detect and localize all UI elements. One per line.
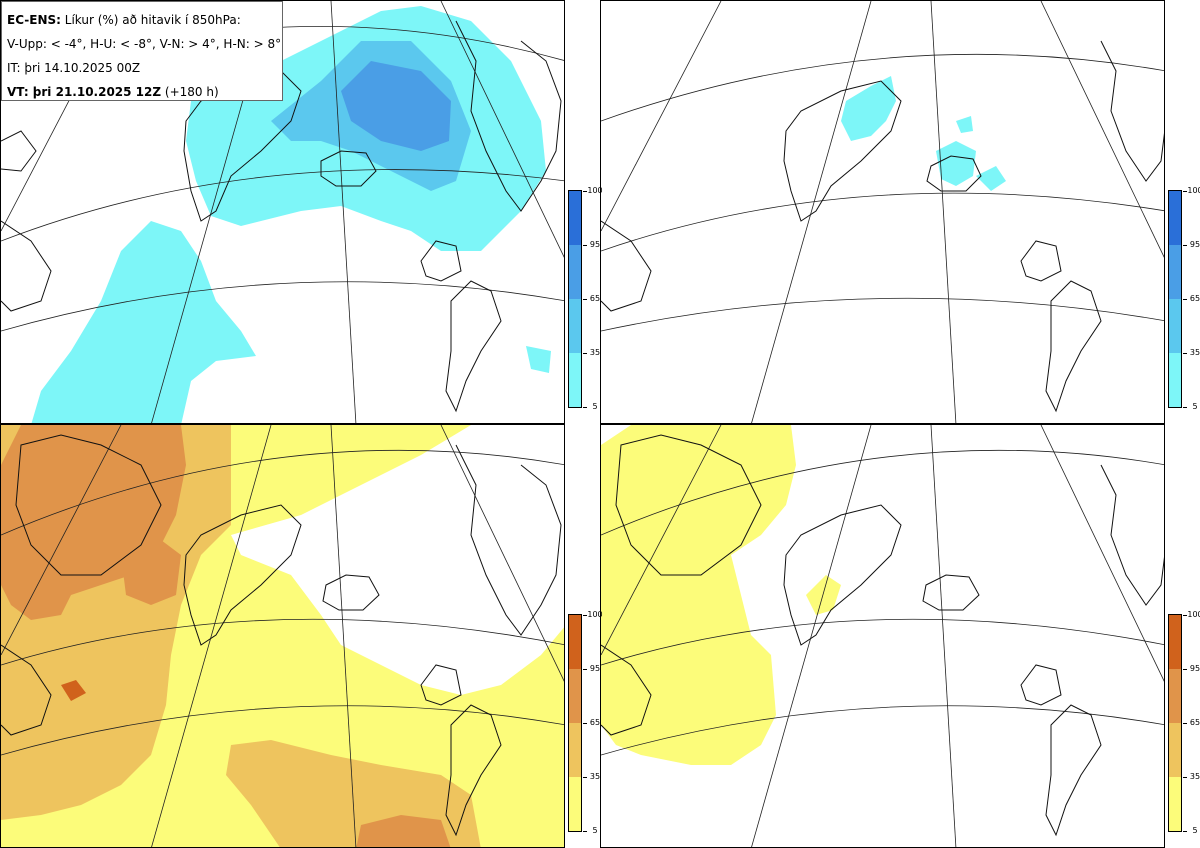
prob-field-5d bbox=[526, 346, 551, 373]
colorbar-tick-label: 100 bbox=[1187, 610, 1200, 619]
colorbar-segment bbox=[1169, 777, 1181, 831]
colorbar-tick bbox=[583, 723, 587, 724]
prob-field-5b bbox=[936, 141, 976, 186]
prob-field-65 bbox=[341, 61, 451, 151]
legend-line-3: IT: þri 14.10.2025 00Z bbox=[7, 61, 141, 75]
prob-field-5 bbox=[841, 76, 896, 141]
colorbar-segment bbox=[1169, 615, 1181, 669]
colorbar-tick-label: 100 bbox=[1187, 186, 1200, 195]
colorbar-tick bbox=[1183, 723, 1187, 724]
colorbar-tick bbox=[583, 299, 587, 300]
colorbar-tick bbox=[583, 407, 587, 408]
colorbar-tick-label: 95 bbox=[589, 664, 601, 673]
colorbar-segment bbox=[1169, 353, 1181, 407]
prob-field-5 bbox=[601, 425, 796, 765]
coastlines bbox=[601, 434, 1164, 837]
prob-field-5b bbox=[806, 575, 841, 615]
colorbar-tick-label: 35 bbox=[589, 772, 601, 781]
prob-field-5b bbox=[31, 221, 256, 423]
colorbar-segment bbox=[1169, 191, 1181, 245]
colorbar-tick-label: 5 bbox=[1192, 826, 1198, 835]
colorbar-tick bbox=[583, 615, 587, 616]
colorbar-segment bbox=[569, 299, 581, 353]
colorbar-tick-label: 5 bbox=[592, 826, 598, 835]
legend-line-4: VT: þri 21.10.2025 12Z (+180 h) bbox=[7, 85, 219, 99]
colorbar-tick-label: 35 bbox=[1189, 348, 1200, 357]
map-canvas bbox=[601, 425, 1164, 847]
colorbar-tick bbox=[1183, 669, 1187, 670]
prob-field-65b bbox=[121, 540, 181, 605]
colorbar-tick bbox=[1183, 777, 1187, 778]
colorbar-tick-label: 35 bbox=[589, 348, 601, 357]
colorbar-tick-label: 5 bbox=[592, 402, 598, 411]
prob-field-5d bbox=[956, 116, 973, 133]
colorbar-segment bbox=[569, 191, 581, 245]
colorbar-tick bbox=[583, 831, 587, 832]
colorbar-tick bbox=[1183, 299, 1187, 300]
colorbar-tick-label: 100 bbox=[587, 186, 603, 195]
colorbar-cold: 100 95 65 35 5 bbox=[1168, 187, 1200, 411]
colorbar-tick-label: 65 bbox=[1189, 718, 1200, 727]
map-canvas bbox=[1, 425, 564, 847]
coastlines bbox=[1, 434, 562, 837]
colorbar-tick bbox=[583, 353, 587, 354]
legend-line-1: EC-ENS: Líkur (%) að hitavik í 850hPa: bbox=[7, 13, 241, 27]
colorbar-tick-label: 100 bbox=[587, 610, 603, 619]
colorbar-segment bbox=[569, 777, 581, 831]
colorbar-segment bbox=[569, 353, 581, 407]
colorbar-tick bbox=[1183, 831, 1187, 832]
colorbar-tick-label: 35 bbox=[1189, 772, 1200, 781]
legend-line-2: V-Upp: < -4°, H-U: < -8°, V-N: > 4°, H-N… bbox=[7, 37, 282, 51]
colorbar-tick-label: 5 bbox=[1192, 402, 1198, 411]
colorbar-tick-label: 65 bbox=[589, 294, 601, 303]
colorbar-tick bbox=[1183, 191, 1187, 192]
colorbar-segment bbox=[1169, 299, 1181, 353]
colorbar-segment bbox=[569, 723, 581, 777]
prob-field-5c bbox=[976, 166, 1006, 191]
coastlines bbox=[601, 40, 1164, 413]
map-panel-cold-4: EC-ENS: Líkur (%) að hitavik í 850hPa: V… bbox=[0, 0, 565, 424]
prob-field-65c bbox=[356, 815, 451, 847]
graticule bbox=[601, 1, 1164, 423]
colorbar-tick bbox=[1183, 353, 1187, 354]
map-panel-cold-8 bbox=[600, 0, 1165, 424]
colorbar-segment bbox=[569, 615, 581, 669]
colorbar-tick bbox=[1183, 245, 1187, 246]
colorbar-tick bbox=[583, 669, 587, 670]
colorbar-tick bbox=[583, 191, 587, 192]
colorbar-tick-label: 95 bbox=[1189, 240, 1200, 249]
colorbar-segment bbox=[1169, 669, 1181, 723]
colorbar-segment bbox=[569, 669, 581, 723]
colorbar-tick bbox=[583, 245, 587, 246]
colorbar-tick-label: 95 bbox=[589, 240, 601, 249]
colorbar-segment bbox=[1169, 245, 1181, 299]
colorbar-tick-label: 95 bbox=[1189, 664, 1200, 673]
colorbar-segment bbox=[569, 245, 581, 299]
colorbar-warm: 100 95 65 35 5 bbox=[568, 611, 603, 835]
colorbar-warm: 100 95 65 35 5 bbox=[1168, 611, 1200, 835]
colorbar-segment bbox=[1169, 723, 1181, 777]
map-panel-warm-8 bbox=[600, 424, 1165, 848]
prob-field-65 bbox=[1, 425, 186, 620]
map-panel-warm-4 bbox=[0, 424, 565, 848]
colorbar-tick-label: 65 bbox=[589, 718, 601, 727]
graticule bbox=[1, 425, 564, 847]
colorbar-tick bbox=[583, 777, 587, 778]
colorbar-tick bbox=[1183, 615, 1187, 616]
graticule bbox=[601, 425, 1164, 847]
map-canvas bbox=[601, 1, 1164, 423]
prob-field-95 bbox=[61, 680, 86, 701]
prob-field-5-gap bbox=[231, 425, 564, 695]
colorbar-tick-label: 65 bbox=[1189, 294, 1200, 303]
colorbar-cold: 100 95 65 35 5 bbox=[568, 187, 603, 411]
colorbar-tick bbox=[1183, 407, 1187, 408]
map-legend: EC-ENS: Líkur (%) að hitavik í 850hPa: V… bbox=[1, 1, 283, 101]
